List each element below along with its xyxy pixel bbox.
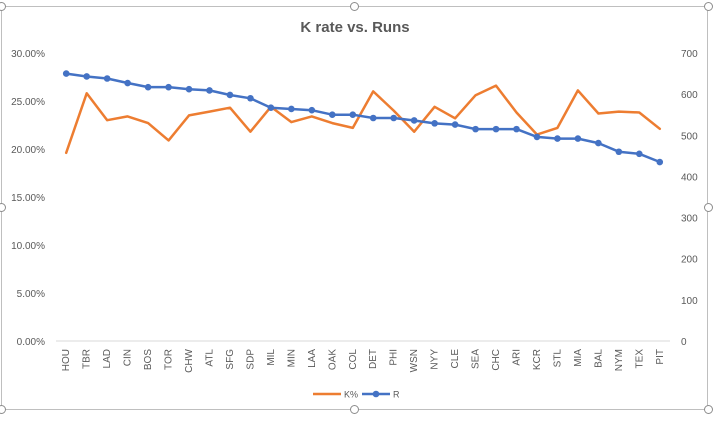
category-label: PIT [655, 349, 666, 365]
legend-label: R [393, 390, 400, 400]
series-point[interactable] [103, 75, 111, 82]
left-tick-label: 0.00% [17, 337, 45, 348]
category-label: CLE [450, 349, 461, 369]
series-point[interactable] [390, 114, 398, 122]
category-label: PHI [389, 349, 400, 366]
series-point[interactable] [369, 114, 377, 122]
resize-handle-bottom-center[interactable] [350, 405, 359, 414]
category-label: DET [368, 349, 379, 369]
legend-marker [372, 390, 380, 398]
series-point[interactable] [288, 105, 295, 113]
series-point[interactable] [62, 70, 70, 77]
series-point[interactable] [554, 135, 561, 142]
right-tick-label: 300 [681, 214, 698, 225]
right-tick-label: 100 [681, 296, 698, 307]
series-point[interactable] [226, 91, 234, 99]
series-layer [62, 70, 664, 166]
resize-handle-top-center[interactable] [350, 2, 359, 11]
series-point[interactable] [144, 83, 152, 91]
category-label: LAD [102, 349, 113, 368]
category-labels: HOU TBR LAD CIN BOS TOR CHW ATL SFG SDP MIL MIN LAA O… [61, 348, 666, 372]
series-point[interactable] [656, 158, 664, 166]
right-tick-label: 700 [681, 49, 698, 60]
category-label: OAK [327, 349, 338, 370]
left-axis-ticks: 0.00% 5.00% 10.00% 15.00% 20.00% 25.00% 30.00% [11, 49, 45, 348]
right-tick-label: 200 [681, 255, 698, 266]
left-tick-label: 10.00% [11, 241, 45, 252]
category-label: BOS [143, 349, 154, 370]
category-label: NYY [430, 349, 441, 370]
category-label: SFG [225, 349, 236, 370]
category-label: NYM [614, 349, 625, 371]
category-label: MIL [266, 349, 277, 366]
series-point[interactable] [574, 135, 582, 142]
series-point[interactable] [83, 73, 90, 80]
series-point[interactable] [513, 125, 520, 133]
right-tick-label: 600 [681, 90, 698, 101]
series-point[interactable] [533, 133, 541, 141]
category-label: HOU [61, 349, 72, 371]
category-label: MIN [286, 349, 297, 367]
right-tick-label: 0 [681, 337, 687, 348]
category-label: ATL [205, 349, 216, 367]
category-label: WSN [409, 349, 420, 372]
left-tick-label: 20.00% [11, 145, 45, 156]
left-tick-label: 15.00% [11, 193, 45, 204]
resize-handle-bottom-right[interactable] [704, 405, 713, 414]
category-label: KCR [532, 349, 543, 370]
series-point[interactable] [615, 148, 623, 156]
resize-handle-bottom-left[interactable] [0, 405, 6, 414]
right-tick-label: 500 [681, 131, 698, 142]
series-point[interactable] [410, 117, 418, 124]
resize-handle-top-right[interactable] [704, 2, 713, 11]
resize-handle-middle-right[interactable] [704, 203, 713, 212]
category-label: BAL [593, 349, 604, 368]
series-point[interactable] [492, 125, 500, 133]
category-label: LAA [307, 349, 318, 368]
series-point[interactable] [247, 94, 254, 102]
series-point[interactable] [431, 120, 438, 127]
category-label: CIN [123, 349, 134, 366]
resize-handle-top-left[interactable] [0, 2, 6, 11]
category-label: TBR [82, 349, 93, 369]
left-tick-label: 30.00% [11, 49, 45, 60]
series-line-1[interactable] [64, 72, 662, 164]
right-axis-ticks: 0 100 200 300 400 500 600 700 [681, 49, 698, 348]
category-label: CHC [491, 349, 502, 371]
category-label: ARI [512, 349, 523, 366]
series-point[interactable] [349, 111, 357, 119]
series-point[interactable] [451, 121, 459, 128]
series-point[interactable] [165, 83, 172, 91]
chart-title: K rate vs. Runs [300, 19, 409, 36]
category-label: STL [552, 349, 563, 368]
series-point[interactable] [636, 150, 643, 158]
series-point[interactable] [595, 139, 602, 147]
series-line-0[interactable] [64, 84, 662, 155]
series-point[interactable] [329, 111, 336, 119]
category-label: TEX [634, 349, 645, 369]
category-label: SEA [471, 349, 482, 369]
series-point[interactable] [124, 79, 131, 87]
series-point[interactable] [267, 104, 275, 112]
series-point[interactable] [472, 125, 479, 133]
category-label: TOR [164, 349, 175, 370]
legend-label: K% [344, 390, 358, 400]
series-point[interactable] [206, 87, 213, 94]
resize-handle-middle-left[interactable] [0, 203, 6, 212]
legend: K% R [313, 390, 400, 400]
series-point[interactable] [308, 106, 316, 114]
left-tick-label: 25.00% [11, 97, 45, 108]
category-label: CHW [184, 348, 195, 372]
left-tick-label: 5.00% [17, 289, 45, 300]
category-label: SDP [245, 349, 256, 370]
category-label: COL [348, 349, 359, 370]
series-point[interactable] [185, 85, 193, 93]
right-tick-label: 400 [681, 172, 698, 183]
category-label: MIA [573, 349, 584, 367]
